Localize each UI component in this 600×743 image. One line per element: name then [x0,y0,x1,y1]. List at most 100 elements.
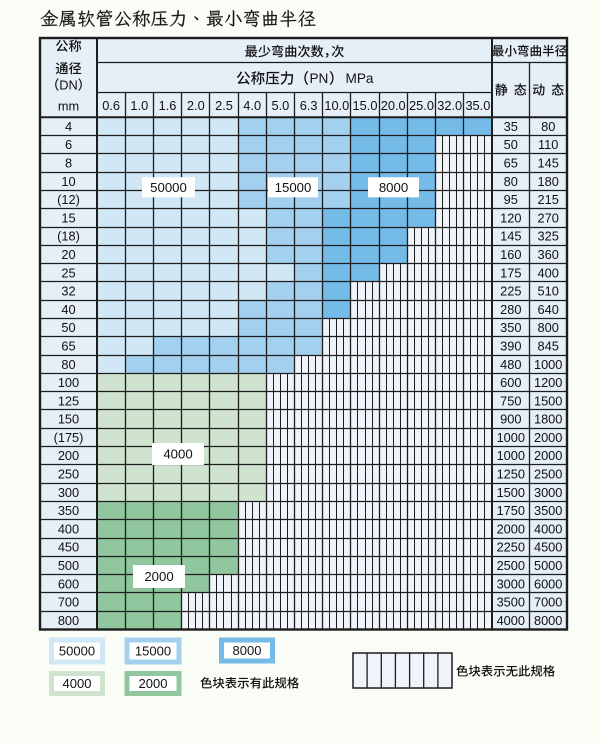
svg-text:8000: 8000 [379,180,408,195]
svg-text:4: 4 [65,119,72,134]
svg-text:125: 125 [58,393,79,408]
svg-text:1000: 1000 [534,357,562,372]
svg-text:1750: 1750 [497,503,525,518]
svg-text:110: 110 [538,137,558,152]
svg-text:DN: DN [59,77,77,92]
svg-text:2000: 2000 [144,569,173,584]
svg-text:2500: 2500 [534,467,562,482]
svg-text:8000: 8000 [233,643,262,658]
svg-text:95: 95 [504,192,518,207]
svg-text:80: 80 [61,357,75,372]
svg-text:500: 500 [58,558,79,573]
svg-text:325: 325 [538,229,559,244]
svg-text:4000: 4000 [63,676,92,691]
svg-text:600: 600 [500,375,521,390]
svg-text:20: 20 [61,247,75,262]
svg-text:6000: 6000 [534,576,562,591]
svg-text:2000: 2000 [534,430,562,445]
svg-text:15.0: 15.0 [353,98,378,113]
svg-text:480: 480 [500,357,521,372]
svg-text:6: 6 [65,137,72,152]
svg-text:2000: 2000 [497,521,525,536]
svg-text:215: 215 [538,192,559,207]
svg-text:65: 65 [504,156,518,171]
svg-text:5.0: 5.0 [272,98,290,113]
svg-text:600: 600 [58,576,79,591]
svg-text:20.0: 20.0 [381,98,406,113]
svg-text:4500: 4500 [534,540,562,555]
svg-text:280: 280 [500,302,521,317]
svg-text:1000: 1000 [497,430,525,445]
svg-text:50000: 50000 [150,180,187,195]
svg-text:2000: 2000 [534,448,562,463]
svg-text:360: 360 [538,247,559,262]
svg-text:32.0: 32.0 [437,98,462,113]
svg-text:2250: 2250 [497,540,525,555]
svg-text:100: 100 [58,375,79,390]
svg-text:1500: 1500 [534,393,562,408]
svg-text:510: 510 [538,284,559,299]
svg-text:(12): (12) [57,192,80,207]
svg-text:270: 270 [538,210,559,225]
svg-text:3000: 3000 [534,485,562,500]
svg-text:4000: 4000 [534,521,562,536]
svg-text:225: 225 [500,284,521,299]
svg-text:50000: 50000 [59,644,95,659]
svg-text:350: 350 [58,503,79,518]
svg-text:390: 390 [500,339,521,354]
svg-text:7000: 7000 [534,595,562,610]
svg-text:1800: 1800 [534,412,562,427]
svg-text:35: 35 [504,119,518,134]
svg-text:3500: 3500 [497,595,525,610]
svg-text:80: 80 [504,174,518,189]
svg-text:25: 25 [61,265,75,280]
svg-text:200: 200 [58,448,79,463]
svg-text:300: 300 [58,485,79,500]
svg-text:65: 65 [61,339,75,354]
svg-text:150: 150 [58,412,79,427]
svg-text:5000: 5000 [534,558,562,573]
svg-text:800: 800 [538,320,559,335]
svg-text:3500: 3500 [534,503,562,518]
svg-text:mm: mm [58,98,79,113]
svg-text:15000: 15000 [135,644,171,659]
svg-text:15000: 15000 [275,180,312,195]
svg-text:175: 175 [500,265,521,280]
svg-text:2.5: 2.5 [215,98,233,113]
svg-text:1500: 1500 [497,485,525,500]
svg-text:4000: 4000 [497,613,525,628]
svg-text:35.0: 35.0 [465,98,490,113]
svg-text:50: 50 [61,320,75,335]
svg-text:80: 80 [541,119,555,134]
svg-text:180: 180 [538,174,559,189]
svg-text:700: 700 [58,595,79,610]
svg-text:640: 640 [538,302,559,317]
svg-text:1000: 1000 [497,448,525,463]
svg-text:250: 250 [58,467,79,482]
svg-text:2000: 2000 [139,676,168,691]
svg-text:6.3: 6.3 [300,98,318,113]
svg-text:2500: 2500 [497,558,525,573]
svg-text:4000: 4000 [163,447,192,462]
svg-text:145: 145 [538,156,559,171]
svg-text:50: 50 [504,137,518,152]
svg-text:1250: 1250 [497,467,525,482]
svg-text:145: 145 [500,229,521,244]
svg-text:25.0: 25.0 [409,98,434,113]
svg-text:0.6: 0.6 [102,98,120,113]
svg-text:120: 120 [500,210,521,225]
svg-text:350: 350 [500,320,521,335]
svg-text:PN: PN [309,71,328,86]
svg-text:(175): (175) [54,430,84,445]
svg-text:1.0: 1.0 [130,98,148,113]
svg-text:845: 845 [538,339,559,354]
svg-text:800: 800 [58,613,79,628]
svg-text:MPa: MPa [346,71,374,86]
svg-text:15: 15 [61,210,75,225]
svg-text:8: 8 [65,156,72,171]
svg-text:400: 400 [538,265,559,280]
svg-text:8000: 8000 [534,613,562,628]
svg-text:450: 450 [58,540,79,555]
svg-text:1.6: 1.6 [159,98,177,113]
svg-text:32: 32 [61,284,75,299]
